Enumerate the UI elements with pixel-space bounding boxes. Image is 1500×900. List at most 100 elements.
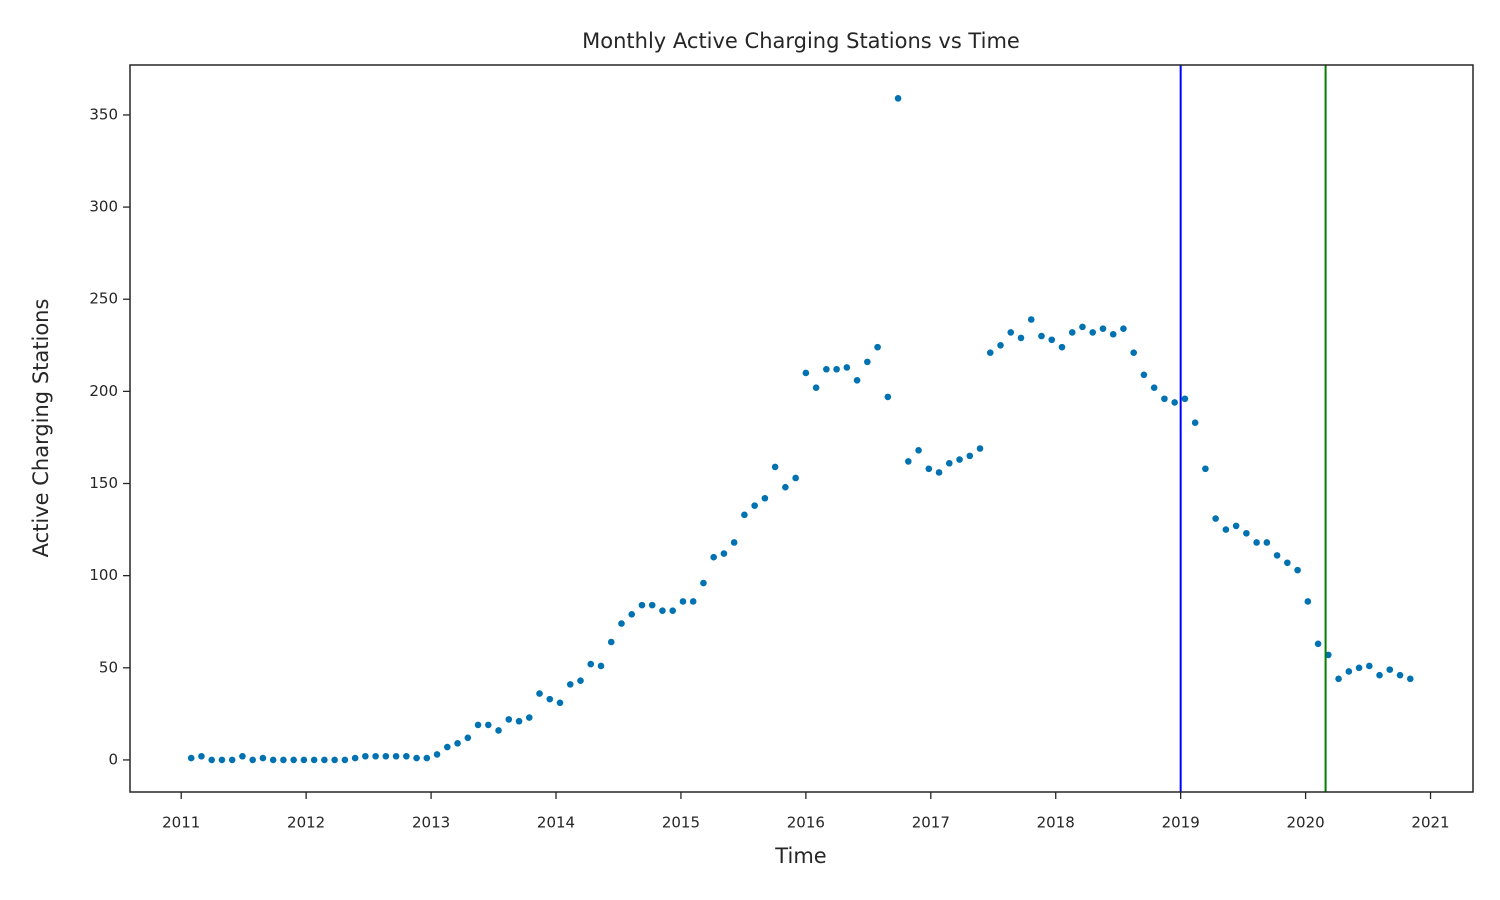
data-point: [208, 756, 216, 764]
data-point: [659, 607, 666, 614]
data-point: [1140, 371, 1148, 379]
data-point: [331, 756, 338, 764]
x-tick-label: 2017: [912, 814, 950, 832]
data-point: [833, 365, 840, 373]
data-point: [1386, 666, 1394, 673]
data-point: [351, 754, 359, 762]
data-point: [587, 660, 595, 668]
data-point: [956, 456, 963, 463]
data-point: [1130, 349, 1137, 356]
x-tick-label: 2020: [1286, 814, 1324, 832]
data-point: [1284, 559, 1291, 567]
x-tick-label: 2012: [287, 814, 325, 832]
data-point: [1007, 329, 1015, 336]
data-point: [341, 756, 349, 764]
data-point: [689, 598, 697, 605]
x-tick-label: 2019: [1162, 814, 1200, 832]
data-point: [474, 721, 482, 729]
data-point: [1017, 334, 1025, 342]
data-point: [1304, 598, 1312, 605]
data-point: [751, 502, 758, 509]
data-point: [1314, 640, 1322, 648]
data-point: [843, 364, 851, 371]
data-point: [515, 717, 523, 725]
x-tick-label: 2018: [1037, 814, 1075, 832]
data-point: [198, 752, 205, 760]
data-point: [669, 607, 676, 614]
data-point: [362, 752, 369, 760]
data-point: [700, 579, 707, 587]
y-tick-label: 350: [89, 105, 118, 123]
data-point: [607, 638, 615, 646]
data-point: [792, 474, 799, 482]
x-axis-label: Time: [774, 844, 826, 868]
data-point: [1161, 395, 1168, 403]
data-point: [228, 756, 236, 764]
data-point: [372, 752, 379, 760]
y-tick-label: 150: [89, 474, 118, 492]
data-point: [556, 699, 564, 707]
data-point: [1263, 539, 1271, 546]
data-point: [1243, 529, 1250, 537]
data-point: [1294, 566, 1301, 574]
data-point: [853, 377, 861, 384]
data-point: [935, 469, 943, 476]
data-point: [648, 601, 656, 609]
x-tick-label: 2021: [1411, 814, 1449, 832]
data-point: [259, 754, 267, 762]
y-tick-label: 300: [89, 198, 118, 216]
data-point: [321, 756, 328, 764]
data-point: [812, 384, 820, 391]
data-point: [505, 716, 513, 723]
data-point: [1355, 664, 1363, 672]
data-point: [1345, 668, 1353, 675]
data-point: [1232, 522, 1240, 530]
data-point: [464, 734, 472, 742]
data-point: [905, 458, 912, 465]
data-point: [884, 393, 892, 401]
plot-frame: [129, 64, 1474, 793]
data-point: [1396, 671, 1404, 679]
data-point: [403, 752, 410, 760]
data-point: [730, 539, 738, 546]
data-point: [1181, 395, 1189, 403]
data-point: [986, 349, 994, 356]
data-point: [894, 95, 902, 102]
chart-title: Monthly Active Charging Stations vs Time: [582, 29, 1020, 53]
data-point: [1202, 465, 1209, 473]
data-point: [454, 740, 461, 747]
data-point: [1150, 384, 1158, 391]
data-point: [1120, 325, 1127, 333]
data-point: [1376, 671, 1383, 679]
data-point: [423, 754, 431, 762]
data-point: [1079, 323, 1086, 331]
data-point: [823, 365, 830, 373]
data-point: [536, 690, 543, 697]
x-tick-label: 2016: [787, 814, 825, 832]
y-tick-label: 0: [108, 750, 118, 768]
x-tick-label: 2015: [662, 814, 700, 832]
data-point: [1048, 336, 1056, 344]
data-point: [1109, 330, 1117, 338]
data-point: [577, 677, 584, 684]
data-point: [310, 756, 318, 764]
data-point: [720, 550, 728, 557]
data-point: [802, 369, 810, 377]
data-point: [392, 752, 400, 760]
x-tick-label: 2011: [162, 814, 200, 832]
data-point: [1171, 399, 1178, 406]
y-tick-label: 100: [89, 566, 118, 584]
data-point: [966, 452, 974, 460]
data-point: [618, 620, 625, 627]
data-point: [597, 662, 605, 670]
data-point: [1273, 552, 1281, 559]
y-tick-label: 50: [99, 658, 118, 676]
data-point: [710, 553, 717, 561]
data-point: [290, 756, 297, 764]
data-point: [1068, 329, 1076, 336]
data-point: [638, 601, 646, 609]
data-point: [1191, 419, 1199, 426]
data-point: [1253, 539, 1260, 546]
